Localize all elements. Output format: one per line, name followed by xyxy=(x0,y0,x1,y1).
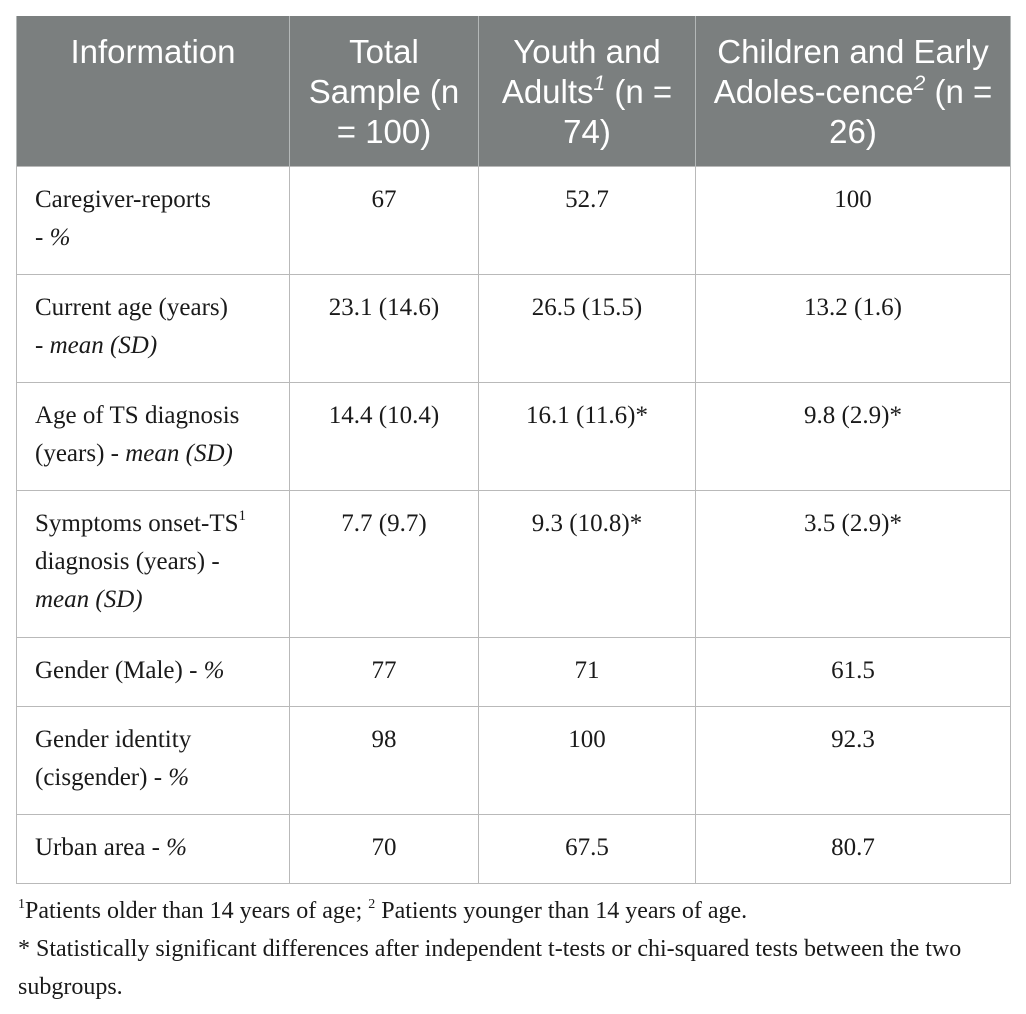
table-row: Urban area - % 70 67.5 80.7 xyxy=(16,814,1011,884)
row-label: Urban area - % xyxy=(16,814,290,884)
header-total-sample: Total Sample (n = 100) xyxy=(289,16,479,167)
header-information-text: Information xyxy=(70,33,236,70)
cell-youth: 100 xyxy=(478,706,696,815)
table-row: Gender (Male) - % 77 71 61.5 xyxy=(16,637,1011,707)
table-container: Information Total Sample (n = 100) Youth… xyxy=(16,16,1011,1006)
table-footnotes: 1Patients older than 14 years of age; 2 … xyxy=(16,892,1010,1006)
footnote-age-groups: 1Patients older than 14 years of age; 2 … xyxy=(18,892,1010,930)
header-children-adolescence: Children and Early Adoles-cence2 (n = 26… xyxy=(695,16,1011,167)
cell-children: 100 xyxy=(695,166,1011,275)
cell-youth: 71 xyxy=(478,637,696,707)
row-unit: % xyxy=(168,764,190,791)
cell-youth: 26.5 (15.5) xyxy=(478,274,696,383)
row-unit: mean (SD) xyxy=(125,440,233,467)
footnote-1-text: Patients older than 14 years of age; xyxy=(25,898,369,924)
header-total-sample-text: Total Sample (n = 100) xyxy=(308,33,460,150)
row-label-text: Gender identity (cisgender) xyxy=(35,726,192,791)
header-row: Information Total Sample (n = 100) Youth… xyxy=(16,16,1011,167)
row-label: Current age (years) - mean (SD) xyxy=(16,274,290,383)
row-label-text: Current age (years) xyxy=(35,294,228,321)
cell-total: 98 xyxy=(289,706,479,815)
footnote-significance: * Statistically significant differences … xyxy=(18,936,962,1000)
row-label-text-cont: diagnosis (years) xyxy=(35,548,206,575)
header-children-n: (n = 26) xyxy=(829,73,993,150)
cell-total: 67 xyxy=(289,166,479,275)
row-label-footnote: 1 xyxy=(238,508,247,524)
cell-youth: 9.3 (10.8)* xyxy=(478,490,696,638)
cell-children: 92.3 xyxy=(695,706,1011,815)
cell-total: 7.7 (9.7) xyxy=(289,490,479,638)
table-row: Symptoms onset-TS1 diagnosis (years) - m… xyxy=(16,490,1011,638)
row-label: Age of TS diagnosis (years) - mean (SD) xyxy=(16,382,290,491)
cell-children: 80.7 xyxy=(695,814,1011,884)
table-row: Gender identity (cisgender) - % 98 100 9… xyxy=(16,706,1011,815)
table-row: Caregiver-reports - % 67 52.7 100 xyxy=(16,166,1011,275)
cell-children: 3.5 (2.9)* xyxy=(695,490,1011,638)
header-information: Information xyxy=(16,16,290,167)
table-row: Age of TS diagnosis (years) - mean (SD) … xyxy=(16,382,1011,491)
footnote-marker-1: 1 xyxy=(18,897,25,912)
header-youth-adults-n: (n = 74) xyxy=(563,73,673,150)
header-children-footnote: 2 xyxy=(913,72,926,95)
row-label: Symptoms onset-TS1 diagnosis (years) - m… xyxy=(16,490,290,638)
cell-total: 23.1 (14.6) xyxy=(289,274,479,383)
footnote-marker-2: 2 xyxy=(368,897,376,912)
row-label-text: Symptoms onset-TS xyxy=(35,510,239,537)
row-label: Caregiver-reports - % xyxy=(16,166,290,275)
cell-youth: 16.1 (11.6)* xyxy=(478,382,696,491)
cell-children: 13.2 (1.6) xyxy=(695,274,1011,383)
header-youth-adults-text: Youth and Adults xyxy=(501,33,661,110)
row-unit: % xyxy=(49,224,71,251)
row-label-text: Caregiver-reports xyxy=(35,186,211,213)
header-children-text: Children and Early Adoles-cence xyxy=(713,33,989,110)
row-unit: % xyxy=(203,657,225,684)
row-unit: mean (SD) xyxy=(49,332,158,359)
row-label: Gender (Male) - % xyxy=(16,637,290,707)
table-row: Current age (years) - mean (SD) 23.1 (14.… xyxy=(16,274,1011,383)
row-label-text: Urban area xyxy=(35,834,146,861)
row-label-text: Gender (Male) xyxy=(35,657,183,684)
header-youth-adults-footnote: 1 xyxy=(593,72,606,95)
cell-total: 77 xyxy=(289,637,479,707)
cell-total: 70 xyxy=(289,814,479,884)
row-label: Gender identity (cisgender) - % xyxy=(16,706,290,815)
cell-youth: 52.7 xyxy=(478,166,696,275)
cell-total: 14.4 (10.4) xyxy=(289,382,479,491)
cell-youth: 67.5 xyxy=(478,814,696,884)
row-unit: mean (SD) xyxy=(35,586,143,613)
header-youth-adults: Youth and Adults1 (n = 74) xyxy=(478,16,696,167)
demographics-table: Information Total Sample (n = 100) Youth… xyxy=(16,16,1011,884)
row-label-text: Age of TS diagnosis (years) xyxy=(35,402,240,467)
cell-children: 61.5 xyxy=(695,637,1011,707)
row-unit: % xyxy=(166,834,187,861)
footnote-2-text: Patients younger than 14 years of age. xyxy=(375,898,748,924)
cell-children: 9.8 (2.9)* xyxy=(695,382,1011,491)
